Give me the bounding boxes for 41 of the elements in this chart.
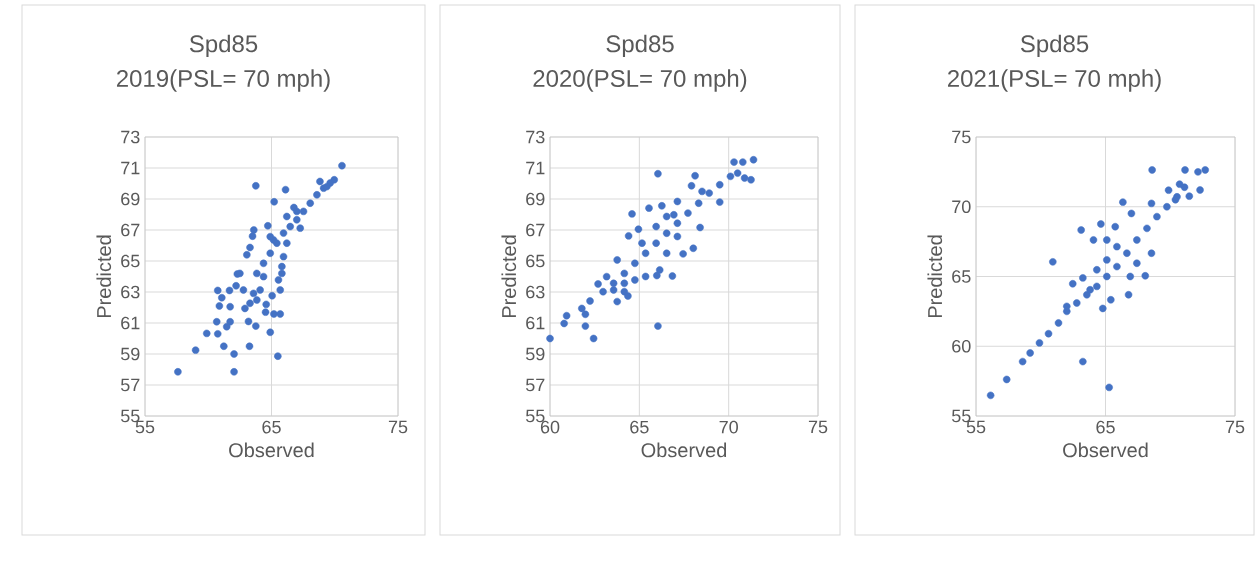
y-axis-title: Predicted: [501, 235, 517, 318]
y-tick-label: 69: [121, 192, 140, 206]
chart-subtitle: 2019(PSL= 70 mph): [116, 69, 330, 92]
x-tick-label: 75: [388, 420, 408, 434]
chart-title: Spd85: [189, 34, 258, 58]
x-axis-title: Observed: [229, 442, 314, 458]
x-axis-title: Observed: [1063, 442, 1148, 458]
y-tick-label: 61: [526, 316, 545, 330]
y-tick-label: 71: [526, 161, 545, 175]
y-tick-label: 67: [121, 223, 140, 237]
chart-title: Spd85: [1020, 34, 1089, 58]
x-axis-title: Observed: [641, 442, 727, 458]
y-tick-label: 59: [120, 347, 140, 361]
y-axis-title: Predicted: [96, 235, 112, 318]
x-tick-label: 70: [719, 420, 738, 434]
y-tick-label: 60: [952, 339, 971, 353]
y-tick-label: 61: [121, 316, 140, 330]
y-tick-label: 65: [526, 254, 545, 268]
chart-subtitle: 2020(PSL= 70 mph): [533, 69, 747, 92]
y-tick-label: 70: [952, 200, 971, 214]
chart-title: Spd85: [606, 34, 674, 58]
y-tick-label: 65: [121, 254, 140, 268]
y-tick-label: 57: [120, 378, 140, 392]
y-tick-label: 67: [526, 223, 545, 237]
x-tick-label: 75: [1225, 420, 1245, 434]
y-tick-label: 57: [525, 378, 545, 392]
y-tick-label: 63: [526, 285, 545, 299]
x-tick-label: 65: [262, 420, 281, 434]
x-tick-label: 65: [630, 420, 649, 434]
y-tick-label: 73: [121, 130, 140, 144]
y-tick-label: 75: [952, 130, 971, 144]
y-axis-title: Predicted: [927, 235, 943, 318]
chart-subtitle: 2021(PSL= 70 mph): [948, 69, 1161, 92]
x-tick-label: 65: [1096, 420, 1115, 434]
y-tick-label: 71: [121, 161, 140, 175]
y-tick-label: 69: [526, 192, 545, 206]
y-tick-label: 73: [526, 130, 545, 144]
y-tick-label: 63: [121, 285, 140, 299]
y-tick-label: 59: [525, 347, 545, 361]
x-tick-label: 75: [808, 420, 828, 434]
y-tick-label: 65: [952, 270, 971, 283]
